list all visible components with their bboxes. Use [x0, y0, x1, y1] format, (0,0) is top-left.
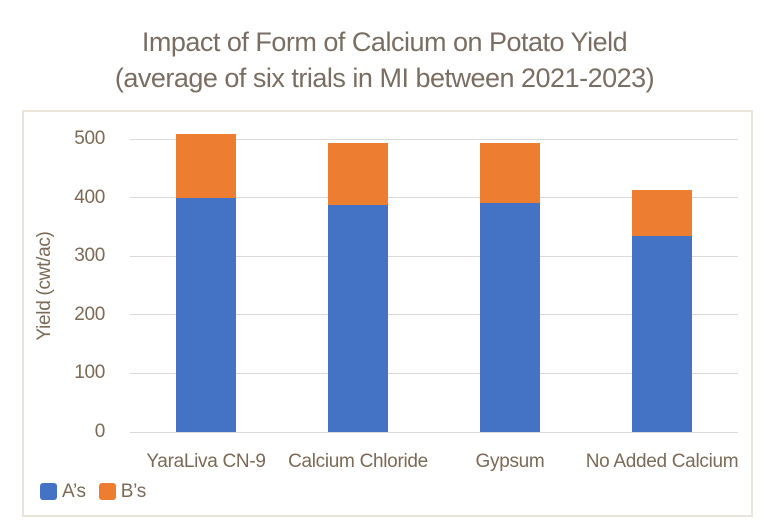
bar-segment-Bs-3	[480, 143, 540, 204]
gridline-100	[130, 372, 738, 374]
gridline-500	[130, 138, 738, 140]
chart-title-line1: Impact of Form of Calcium on Potato Yiel…	[141, 27, 628, 57]
y-tick-label-0: 0	[94, 421, 106, 442]
bar-segment-As-3	[480, 203, 540, 432]
legend-swatch-icon	[40, 483, 57, 500]
gridline-200	[130, 314, 738, 316]
legend: A’s B’s	[40, 482, 146, 501]
bar-segment-Bs-2	[328, 143, 388, 205]
gridline-400	[130, 197, 738, 199]
bar-segment-Bs-1	[176, 134, 236, 198]
legend-item-1: A’s	[40, 482, 86, 501]
chart-title: Impact of Form of Calcium on Potato Yiel…	[0, 24, 769, 96]
y-tick-label-100: 100	[74, 362, 105, 384]
chart-title-line2: (average of six trials in MI between 202…	[114, 63, 655, 93]
bar-segment-As-2	[328, 204, 388, 432]
legend-swatch-icon	[98, 483, 116, 500]
y-tick-label-400: 400	[74, 186, 105, 208]
x-category-label-3: Gypsum	[475, 451, 545, 472]
legend-label: A’s	[62, 481, 86, 502]
y-tick-label-200: 200	[74, 303, 105, 325]
y-tick-label-300: 300	[74, 245, 105, 267]
legend-label: B’s	[120, 481, 146, 502]
y-tick-label-500: 500	[74, 128, 105, 149]
gridline-300	[130, 255, 738, 257]
legend-item-2: B’s	[98, 481, 146, 502]
plot-area-container: Yield (cwt/ac) A’s B’s 0 100 200 300 400 500 Ya…	[22, 110, 753, 517]
x-category-label-4: No Added Calcium	[585, 451, 739, 472]
gridline-0	[130, 431, 738, 433]
bar-segment-Bs-4	[632, 189, 692, 236]
bar-segment-As-4	[632, 235, 692, 432]
y-axis-title: Yield (cwt/ac)	[34, 231, 55, 341]
x-category-label-1: YaraLiva CN-9	[146, 451, 266, 472]
x-category-label-2: Calcium Chloride	[288, 451, 428, 472]
bar-segment-As-1	[176, 197, 236, 432]
